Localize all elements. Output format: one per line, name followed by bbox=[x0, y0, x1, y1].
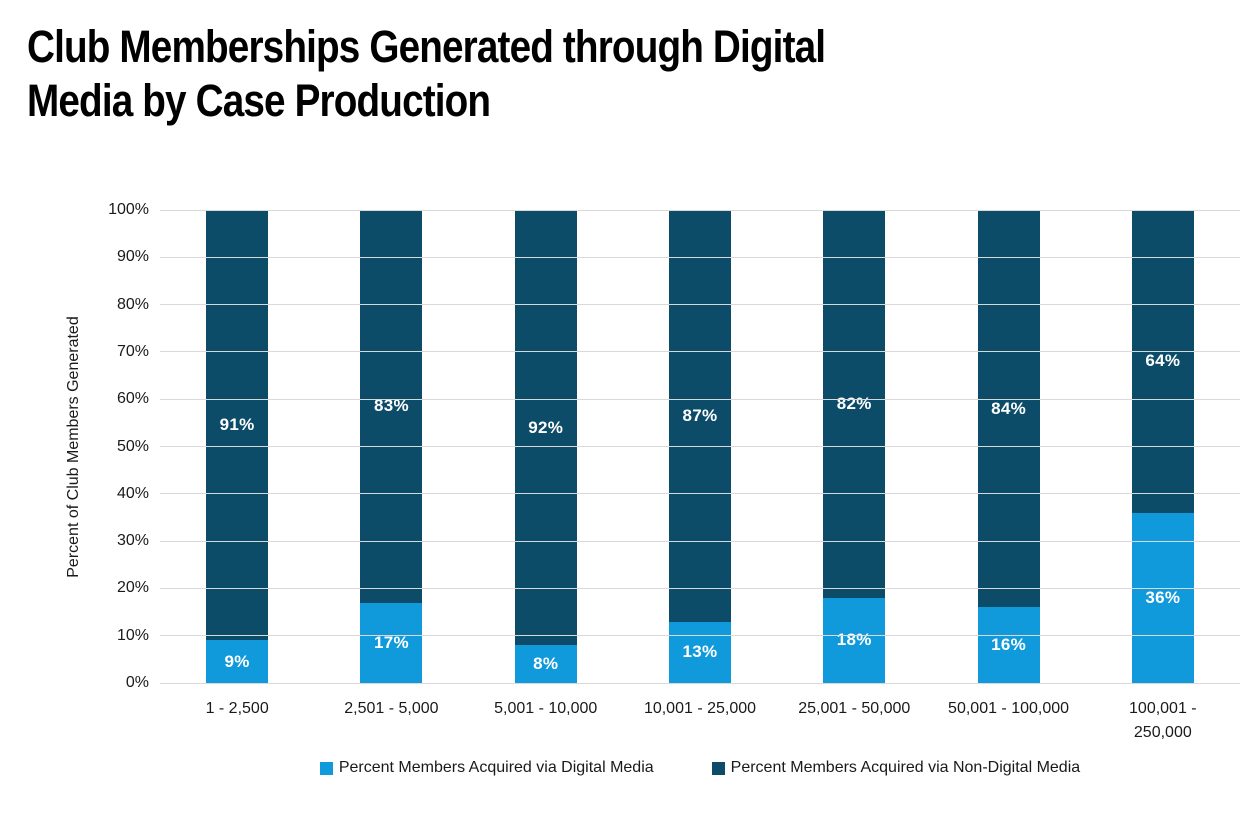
y-tick-label: 100% bbox=[108, 201, 149, 218]
gridline bbox=[160, 540, 1240, 542]
gridline bbox=[160, 209, 1240, 211]
digital-segment: 9% bbox=[206, 640, 269, 683]
y-tick-label: 60% bbox=[116, 390, 149, 408]
gridline bbox=[160, 682, 1240, 684]
y-tick-label: 20% bbox=[116, 579, 149, 597]
stacked-bar: 64% 36% bbox=[1131, 210, 1194, 683]
digital-value-label: 16% bbox=[991, 635, 1027, 655]
x-axis-label: 100,001 - 250,000 bbox=[1129, 700, 1197, 741]
non-digital-value-label: 64% bbox=[1145, 351, 1181, 371]
digital-value-label: 18% bbox=[836, 630, 872, 650]
digital-segment: 8% bbox=[514, 645, 577, 683]
x-axis-labels: 1 - 2,500 2,501 - 5,000 5,001 - 10,000 10,0… bbox=[160, 697, 1240, 745]
non-digital-segment: 91% bbox=[206, 210, 269, 641]
x-axis-label: 10,001 - 25,000 bbox=[643, 700, 757, 717]
y-tick-label: 0% bbox=[125, 674, 149, 691]
chart-title: Club Memberships Generated through Digit… bbox=[27, 20, 826, 128]
gridline bbox=[160, 304, 1240, 306]
gridline bbox=[160, 398, 1240, 400]
non-digital-value-label: 82% bbox=[836, 393, 872, 413]
non-digital-value-label: 87% bbox=[682, 405, 718, 425]
non-digital-segment: 84% bbox=[977, 210, 1040, 608]
gridline bbox=[160, 587, 1240, 589]
digital-segment: 17% bbox=[360, 602, 423, 683]
gridline bbox=[160, 493, 1240, 495]
plot-area: 91% 9% 83% 17% 92% 8% 87% 13% 82% 18% 84% 16% 64% 36%… bbox=[108, 201, 1240, 776]
bar-slot: 91% 9% bbox=[160, 210, 314, 683]
x-axis-label: 2,501 - 5,000 bbox=[344, 700, 439, 717]
non-digital-value-label: 84% bbox=[991, 398, 1027, 418]
y-axis-title: Percent of Club Members Generated bbox=[65, 316, 82, 578]
bar-slot: 83% 17% bbox=[314, 210, 468, 683]
digital-value-label: 17% bbox=[373, 632, 409, 652]
gridline bbox=[160, 635, 1240, 637]
non-digital-value-label: 92% bbox=[528, 417, 564, 437]
digital-value-label: 36% bbox=[1145, 587, 1181, 607]
digital-value-label: 13% bbox=[682, 642, 718, 662]
stacked-bar: 83% 17% bbox=[360, 210, 423, 683]
non-digital-segment: 83% bbox=[360, 210, 423, 603]
legend-item: Percent Members Acquired via Digital Med… bbox=[319, 759, 654, 777]
digital-segment: 18% bbox=[823, 597, 886, 683]
y-tick-label: 70% bbox=[116, 342, 149, 360]
non-digital-value-label: 91% bbox=[219, 415, 255, 435]
non-digital-segment: 92% bbox=[514, 210, 577, 646]
gridline bbox=[160, 446, 1240, 447]
legend-swatch bbox=[711, 761, 725, 775]
y-tick-label: 50% bbox=[116, 437, 149, 455]
legend-swatch bbox=[319, 761, 333, 775]
stacked-bar: 82% 18% bbox=[823, 210, 886, 683]
non-digital-segment: 64% bbox=[1131, 210, 1194, 513]
digital-value-label: 8% bbox=[533, 654, 559, 674]
chart-title-line2: Media by Case Production bbox=[27, 75, 491, 126]
bar-slot: 92% 8% bbox=[469, 210, 623, 683]
non-digital-segment: 82% bbox=[823, 210, 886, 598]
bar-slot: 87% 13% bbox=[623, 210, 777, 683]
non-digital-value-label: 83% bbox=[373, 396, 409, 416]
digital-segment: 16% bbox=[977, 607, 1040, 683]
x-axis-label: 1 - 2,500 bbox=[205, 700, 269, 717]
stacked-bar: 87% 13% bbox=[668, 210, 731, 683]
legend-item: Percent Members Acquired via Non-Digital… bbox=[711, 759, 1081, 777]
stacked-bar: 91% 9% bbox=[206, 210, 269, 683]
bar-slot: 82% 18% bbox=[777, 210, 931, 683]
stacked-bar: 92% 8% bbox=[514, 210, 577, 683]
digital-value-label: 9% bbox=[224, 651, 250, 671]
bar-slot: 64% 36% bbox=[1086, 210, 1240, 683]
bars-container: 91% 9% 83% 17% 92% 8% 87% 13% 82% 18% 84% 16% 64% 36% bbox=[160, 210, 1240, 683]
x-axis-label: 50,001 - 100,000 bbox=[948, 700, 1070, 717]
y-tick-label: 10% bbox=[116, 626, 149, 644]
gridline bbox=[160, 256, 1240, 258]
y-tick-label: 40% bbox=[116, 484, 149, 502]
gridline bbox=[160, 351, 1240, 353]
legend-label: Percent Members Acquired via Digital Med… bbox=[338, 759, 654, 776]
non-digital-segment: 87% bbox=[668, 210, 731, 622]
digital-segment: 36% bbox=[1131, 512, 1194, 683]
x-axis-label: 25,001 - 50,000 bbox=[798, 700, 911, 717]
chart-title-line1: Club Memberships Generated through Digit… bbox=[27, 21, 826, 72]
y-tick-label: 90% bbox=[116, 248, 149, 266]
y-tick-label: 30% bbox=[116, 532, 149, 550]
chart-legend: Percent Members Acquired via Digital Med… bbox=[160, 759, 1240, 777]
digital-segment: 13% bbox=[668, 621, 731, 683]
x-axis-label: 5,001 - 10,000 bbox=[494, 700, 598, 717]
legend-label: Percent Members Acquired via Non-Digital… bbox=[730, 759, 1081, 776]
y-tick-label: 80% bbox=[116, 295, 149, 313]
